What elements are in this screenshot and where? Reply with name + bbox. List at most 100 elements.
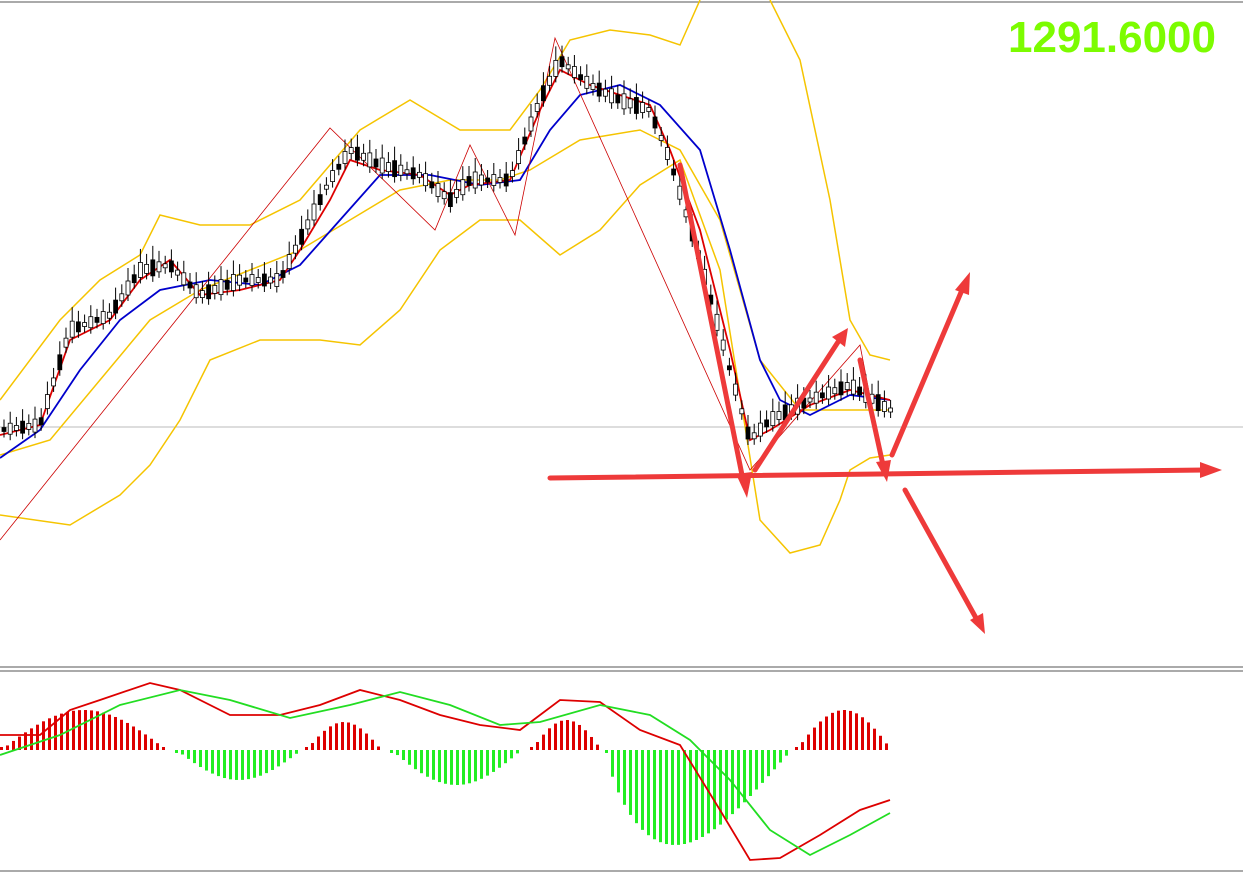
histogram-bar xyxy=(486,750,489,776)
candle-body xyxy=(826,386,831,400)
histogram-bar xyxy=(414,750,417,770)
histogram-bar xyxy=(492,750,495,772)
candle-body xyxy=(429,181,435,189)
candle-body xyxy=(844,382,850,390)
histogram-bar xyxy=(635,750,638,824)
histogram-bar xyxy=(408,750,411,765)
candle-body xyxy=(547,75,552,86)
histogram-bar xyxy=(305,747,308,750)
histogram-bar xyxy=(126,722,129,750)
histogram-bar xyxy=(641,750,644,830)
histogram-bar xyxy=(18,736,21,750)
histogram-bar xyxy=(617,750,620,793)
histogram-bar xyxy=(530,747,533,750)
candle-body xyxy=(7,422,13,435)
histogram-bar xyxy=(867,722,870,750)
candle-body xyxy=(237,274,243,286)
histogram-bar xyxy=(671,750,674,845)
candle-body xyxy=(751,432,757,440)
histogram-bar xyxy=(78,710,81,750)
candle-body xyxy=(361,152,367,161)
histogram-bar xyxy=(329,726,332,750)
signal-line xyxy=(0,689,891,857)
histogram-bar xyxy=(341,722,344,750)
histogram-bar xyxy=(590,736,593,750)
histogram-bar xyxy=(725,750,728,820)
candle-body xyxy=(497,177,503,183)
histogram-bar xyxy=(444,750,447,784)
candle-body xyxy=(888,407,893,413)
candle-body xyxy=(714,313,720,331)
candle-body xyxy=(150,259,156,277)
histogram-bar xyxy=(211,750,214,774)
candle-body xyxy=(125,280,131,296)
histogram-bar xyxy=(456,750,459,785)
histogram-bar xyxy=(96,711,99,750)
zigzag xyxy=(0,36,886,541)
candle-body xyxy=(212,285,218,294)
candle-body xyxy=(348,147,354,155)
histogram-bar xyxy=(480,750,483,779)
histogram-bar xyxy=(30,728,33,750)
histogram-bar xyxy=(554,723,557,750)
candle-body xyxy=(491,174,497,186)
histogram-bar xyxy=(36,724,39,750)
candle-body xyxy=(646,107,652,112)
candle-body xyxy=(137,262,143,278)
candle-body xyxy=(541,85,546,102)
histogram-bar xyxy=(653,750,656,840)
histogram-bar xyxy=(504,750,507,764)
candle-body xyxy=(584,75,590,89)
candle-body xyxy=(144,263,150,274)
histogram-bar xyxy=(474,750,477,782)
candle-body xyxy=(813,391,819,404)
candle-body xyxy=(354,146,360,161)
histogram-bar xyxy=(402,750,405,761)
histogram-bar xyxy=(84,710,87,750)
candle-body xyxy=(224,279,230,290)
candle-body xyxy=(13,425,19,431)
histogram-bar xyxy=(462,750,465,785)
histogram-bar xyxy=(359,728,362,750)
histogram-bar xyxy=(450,750,453,785)
candle-body xyxy=(261,273,267,287)
candle-body xyxy=(255,277,261,283)
histogram-bar xyxy=(701,750,704,837)
candle-body xyxy=(199,290,205,299)
candle-body xyxy=(299,228,305,245)
candle-body xyxy=(727,365,732,371)
candle-body xyxy=(677,185,683,200)
histogram-bar xyxy=(162,747,165,750)
histogram-bar xyxy=(0,747,3,750)
candle-body xyxy=(609,88,614,104)
candle-body xyxy=(634,97,639,114)
histogram-bar xyxy=(566,720,569,750)
histogram-bar xyxy=(677,750,680,845)
candle-body xyxy=(51,377,56,387)
histogram-bar xyxy=(819,721,822,750)
price-label: 1291.6000 xyxy=(1008,13,1216,62)
histogram-bar xyxy=(611,750,614,777)
candle-body xyxy=(671,168,676,176)
histogram-bar xyxy=(749,750,752,796)
histogram-bar xyxy=(48,718,51,750)
histogram-bar xyxy=(837,710,840,750)
candle-body xyxy=(168,260,174,273)
histogram-bar xyxy=(205,750,208,771)
candle-body xyxy=(652,116,658,129)
candle-body xyxy=(330,170,336,183)
candle-body xyxy=(603,88,608,97)
candles xyxy=(1,45,893,445)
candle-body xyxy=(857,386,862,396)
histogram-bar xyxy=(317,736,320,750)
candle-body xyxy=(478,174,484,186)
histogram-bar xyxy=(223,750,226,779)
candle-body xyxy=(100,311,106,324)
candle-body xyxy=(342,151,348,164)
histogram-bar xyxy=(323,730,326,750)
candle-body xyxy=(26,422,32,430)
candle-body xyxy=(206,284,212,300)
candle-body xyxy=(596,82,602,97)
candle-body xyxy=(435,183,441,197)
